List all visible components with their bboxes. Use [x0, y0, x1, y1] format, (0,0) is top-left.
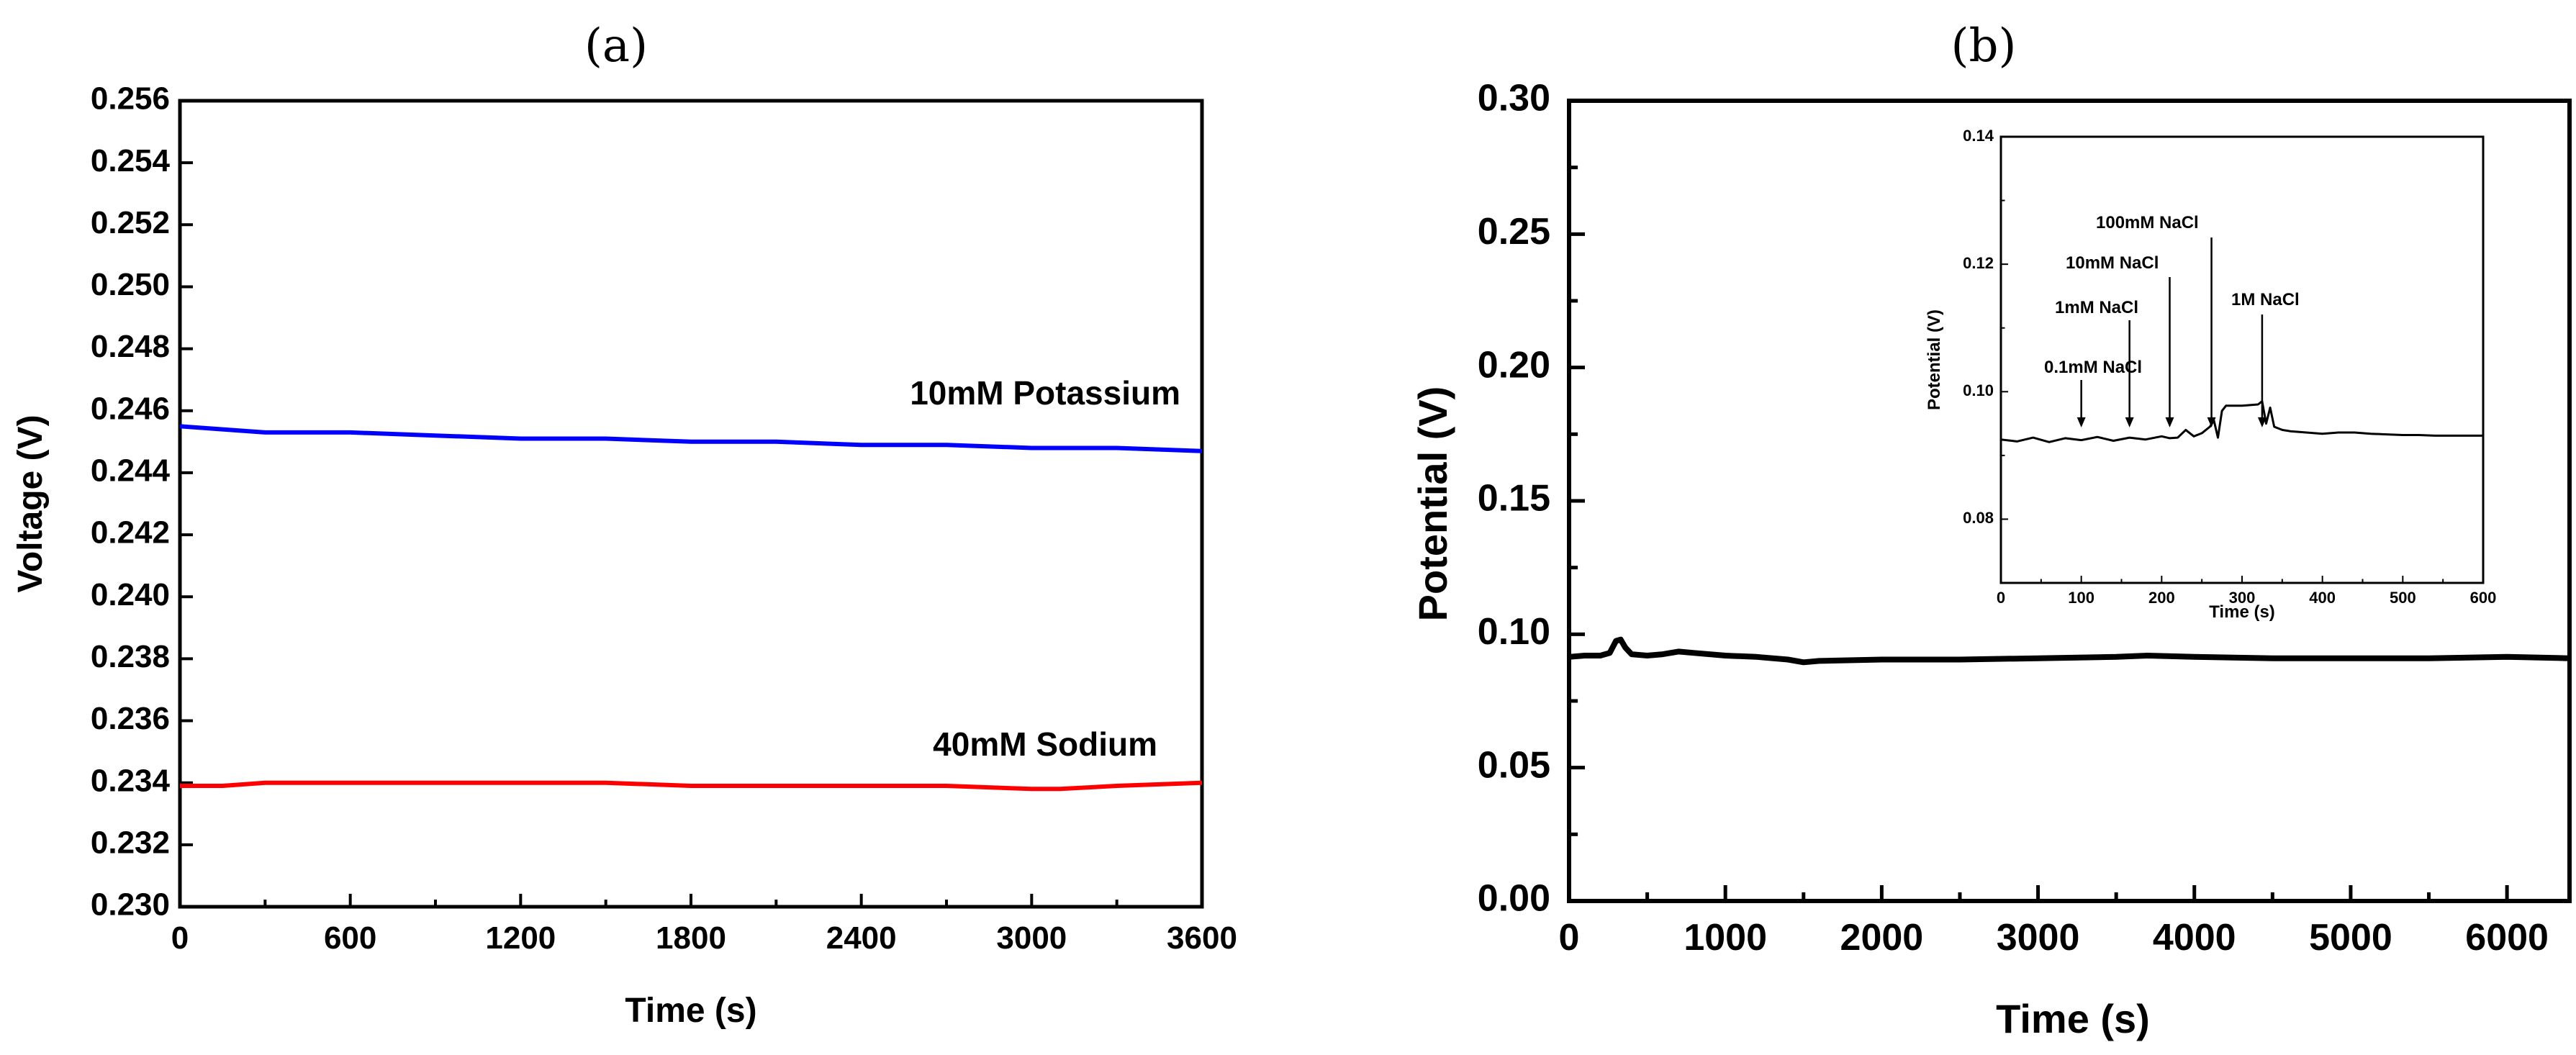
inset-y-ticks: 0.08 0.10 0.12 0.14	[1963, 127, 2008, 527]
i-x-tick-label: 200	[2148, 589, 2175, 607]
inset-annotation-label: 100mM NaCl	[2096, 213, 2199, 232]
i-y-tick-label: 0.08	[1963, 509, 1994, 527]
b-x-tick-label: 0	[1559, 917, 1580, 959]
b-y-tick-label: 0.15	[1478, 478, 1550, 520]
b-y-tick-label: 0.20	[1478, 344, 1550, 386]
i-y-tick-label: 0.14	[1963, 127, 1994, 145]
i-y-tick-label: 0.12	[1963, 254, 1994, 272]
i-x-tick-label: 100	[2068, 589, 2094, 607]
i-x-tick-label: 300	[2229, 589, 2256, 607]
series-label-potassium: 10mM Potassium	[910, 374, 1180, 412]
panel-a-label: (a)	[584, 19, 648, 73]
i-x-tick-label: 0	[1997, 589, 2005, 607]
inset-background	[1999, 135, 2485, 584]
b-x-tick-label: 5000	[2309, 917, 2392, 959]
a-y-tick-label: 0.250	[91, 267, 170, 302]
b-x-tick-label: 3000	[1997, 917, 2080, 959]
inset-annotation-label: 10mM NaCl	[2066, 253, 2159, 273]
panel-a-y-axis-label: Voltage (V)	[12, 415, 50, 592]
a-y-tick-label: 0.236	[91, 701, 170, 736]
panel-a-x-axis-label: Time (s)	[625, 992, 756, 1030]
a-x-tick-label: 2400	[826, 920, 897, 956]
b-y-tick-label: 0.25	[1478, 211, 1550, 253]
panel-b-y-ticks: 0.00 0.05 0.10 0.15 0.20 0.25 0.30	[1478, 78, 1585, 920]
i-x-tick-label: 400	[2309, 589, 2336, 607]
a-series-line-1	[180, 780, 1203, 792]
i-y-tick-label: 0.10	[1963, 381, 1994, 399]
i-series-line-0	[2000, 400, 2483, 443]
panel-a-series	[179, 424, 1203, 792]
a-y-tick-label: 0.234	[91, 763, 171, 798]
panel-a: (a) 0.2300.2320.2340.2360.2380.2400.2420…	[12, 19, 1237, 1030]
a-y-tick-label: 0.244	[91, 453, 171, 489]
i-x-tick-label: 600	[2470, 589, 2497, 607]
b-x-tick-label: 1000	[1684, 917, 1767, 959]
a-y-tick-label: 0.240	[91, 577, 170, 612]
inset-annotation-label: 0.1mM NaCl	[2044, 358, 2142, 377]
inset-annotation-label: 1M NaCl	[2231, 290, 2300, 309]
panel-b-series	[1568, 636, 2570, 666]
panel-a-x-ticks: 0 600 1200 1800 2400 3000 3600	[171, 894, 1237, 956]
a-x-tick-label: 0	[171, 920, 189, 956]
inset-x-axis-label: Time (s)	[2209, 602, 2275, 622]
inset-series	[2000, 400, 2483, 443]
a-x-tick-label: 600	[324, 920, 376, 956]
a-y-tick-label: 0.254	[91, 143, 171, 178]
a-y-tick-label: 0.232	[91, 825, 170, 860]
a-y-tick-label: 0.248	[91, 329, 170, 364]
inset-annotation-arrow-head	[2125, 417, 2134, 427]
b-x-tick-label: 6000	[2465, 917, 2549, 959]
b-y-tick-label: 0.05	[1478, 744, 1550, 786]
b-x-tick-label: 2000	[1840, 917, 1924, 959]
inset-y-axis-label: Potential (V)	[1925, 309, 1944, 410]
inset-x-ticks: 0 100 200 300 400 500 600	[1997, 576, 2496, 607]
a-y-tick-label: 0.238	[91, 639, 170, 674]
a-y-tick-label: 0.230	[91, 887, 170, 923]
a-y-tick-label: 0.252	[91, 205, 170, 240]
a-y-tick-label: 0.242	[91, 515, 170, 551]
b-y-tick-label: 0.10	[1478, 611, 1550, 653]
inset-annotation-arrow-head	[2076, 417, 2086, 427]
b-y-tick-label: 0.30	[1478, 78, 1550, 119]
panel-b: (b) 0.000.050.100.150.200.250.30 0 1000 20…	[1410, 19, 2572, 1041]
panel-b-y-axis-label: Potential (V)	[1410, 386, 1455, 622]
inset-annotation-arrow-head	[2257, 417, 2267, 427]
series-label-sodium: 40mM Sodium	[933, 725, 1157, 763]
inset-annotation-arrow-head	[2207, 417, 2216, 427]
a-y-tick-label: 0.246	[91, 391, 170, 426]
inset-chart: 0.08 0.10 0.12 0.14 0 100 200 300 400 500 600 0.1…	[1925, 127, 2496, 622]
inset-annotation-label: 1mM NaCl	[2055, 298, 2138, 317]
b-x-tick-label: 4000	[2153, 917, 2236, 959]
panel-b-x-ticks: 0 1000 2000 3000 4000 5000 6000	[1559, 885, 2549, 959]
a-x-tick-label: 1200	[485, 920, 556, 956]
b-y-tick-label: 0.00	[1478, 878, 1550, 920]
inset-annotations: 0.1mM NaCl 1mM NaCl 10mM NaCl 100mM NaCl 1M …	[2044, 213, 2300, 427]
a-x-tick-label: 3600	[1167, 920, 1237, 956]
a-x-tick-label: 3000	[996, 920, 1067, 956]
panel-b-x-axis-label: Time (s)	[1996, 996, 2150, 1041]
a-x-tick-label: 1800	[656, 920, 726, 956]
inset-annotation-arrow-head	[2165, 417, 2174, 427]
b-series-line-0	[1568, 636, 2570, 666]
i-x-tick-label: 500	[2390, 589, 2416, 607]
a-y-tick-label: 0.256	[91, 81, 170, 117]
panel-a-y-ticks: 0.230 0.232 0.234 0.236 0.238 0.240 0.242 0.244…	[91, 81, 193, 923]
a-series-line-0	[179, 424, 1203, 453]
panel-b-label: (b)	[1951, 19, 2017, 73]
